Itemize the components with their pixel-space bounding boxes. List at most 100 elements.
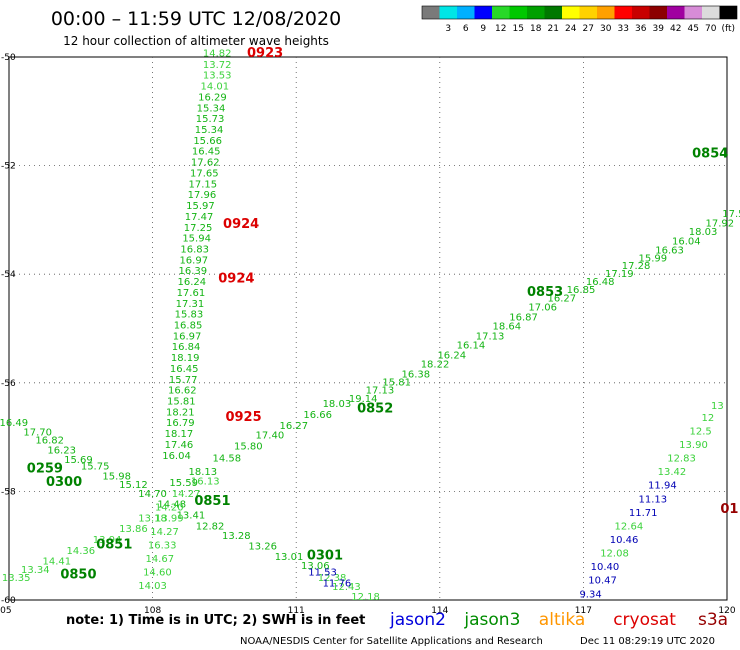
scale-label: 39: [653, 24, 665, 34]
swh-value: 16.04: [162, 451, 191, 462]
scale-swatch: [439, 6, 457, 19]
swh-value: 18.21: [166, 407, 195, 418]
swh-value: 11.94: [648, 481, 677, 492]
swh-value: 15.81: [382, 378, 411, 389]
swh-value: 18.13: [189, 467, 218, 478]
scale-label: 45: [688, 24, 699, 34]
swh-value: 15.75: [81, 462, 110, 473]
swh-value: 16.27: [279, 421, 308, 432]
longitude-tick-label: 111: [288, 606, 305, 616]
swh-value: 15.81: [167, 397, 196, 408]
scale-label: 33: [618, 24, 629, 34]
swh-value: 16.87: [509, 312, 538, 323]
swh-value: 15.80: [234, 442, 263, 453]
scale-label: (ft): [721, 24, 735, 34]
swh-value: 16.33: [148, 540, 177, 551]
satellite-track: 12.64: [615, 521, 644, 532]
satellite-legend-entry: jason2: [389, 610, 446, 630]
map-grid: [9, 57, 727, 600]
swh-value: 13.72: [203, 60, 232, 71]
swh-value: 10.47: [588, 576, 617, 587]
swh-value: 15.99: [638, 254, 667, 265]
latitude-tick-label: -52: [1, 162, 16, 172]
satellite-legend-entry: jason3: [463, 610, 520, 630]
swh-value: 19.14: [349, 394, 378, 405]
scale-swatch: [632, 6, 650, 19]
swh-value: 17.19: [605, 269, 634, 280]
scale-swatch: [474, 6, 492, 19]
scale-label: 36: [635, 24, 647, 34]
swh-value: 13.18: [138, 513, 167, 524]
swh-value: 16.63: [655, 246, 684, 257]
swh-value: 13.94: [93, 535, 122, 546]
swh-value: 14.27: [150, 527, 179, 538]
swh-value: 12.08: [600, 549, 629, 560]
scale-label: 18: [530, 24, 542, 34]
scale-label: 42: [670, 24, 681, 34]
pass-time-label: 0924: [223, 217, 259, 232]
pass-time-labels-layer: 0923092409240925025903000851085108500301…: [27, 46, 739, 582]
swh-value: 17.46: [165, 440, 194, 451]
swh-value: 13.53: [203, 71, 232, 82]
swh-value: 17.62: [191, 158, 220, 169]
latitude-tick-label: -50: [1, 53, 16, 63]
scale-swatch: [492, 6, 510, 19]
scale-label: 9: [480, 24, 486, 34]
swh-value: 14.27: [172, 489, 201, 500]
swh-value: 15.66: [193, 136, 222, 147]
swh-value: 10.40: [591, 562, 620, 573]
swh-value: 18.03: [689, 227, 718, 238]
satellite-track: 11.94 11.13 11.71: [629, 481, 677, 519]
scale-swatch: [579, 6, 597, 19]
pass-time-label: 0852: [357, 402, 393, 417]
scale-label: 30: [600, 24, 612, 34]
swh-value: 17.65: [190, 168, 219, 179]
pass-time-label: 0853: [527, 285, 563, 300]
swh-value: 14.70: [138, 489, 167, 500]
swh-value: 17.96: [188, 190, 217, 201]
pass-time-label: 0300: [46, 475, 82, 490]
satellite-track: 13.3513.3414.4114.3613.9413.8613.1814.20…: [2, 476, 220, 584]
swh-value: 14.48: [157, 500, 186, 511]
swh-value: 16.79: [166, 418, 195, 429]
scale-swatch: [614, 6, 632, 19]
scale-swatch: [702, 6, 720, 19]
swh-value: 13.86: [119, 524, 148, 535]
swh-value: 16.14: [457, 341, 486, 352]
swh-value: 16.24: [437, 350, 466, 361]
swh-value: 15.83: [175, 310, 204, 321]
scale-swatch: [422, 6, 440, 19]
swh-value: 12.83: [667, 454, 696, 465]
swh-value: 15.34: [197, 103, 226, 114]
swh-value: 13.99: [155, 513, 184, 524]
swh-value: 17.47: [185, 212, 214, 223]
swh-value: 18.19: [171, 353, 200, 364]
satellite-track: 13.99 14.27 16.33 14.67 14.60 14.03: [138, 513, 183, 592]
scale-label: 6: [463, 24, 469, 34]
swh-value: 16.49: [0, 418, 28, 429]
swh-value: 12: [701, 413, 714, 424]
swh-value: 12.38: [318, 573, 347, 584]
swh-value: 17.61: [177, 288, 206, 299]
pass-time-label: 0854: [692, 146, 728, 161]
pass-time-label: 01: [720, 502, 738, 517]
swh-value: 14.20: [155, 502, 184, 513]
pass-time-label: 0923: [247, 46, 283, 61]
swh-value: 13.41: [177, 511, 206, 522]
swh-value: 15.69: [64, 455, 93, 466]
satellite-track: 15.5918.1314.5815.8017.4016.2716.6618.03…: [169, 200, 740, 489]
scale-swatch: [457, 6, 475, 19]
color-scale-legend: 3 6 9 12 15 18 21 24 27 30 33 36 39 42 45 70 (ft): [421, 5, 738, 34]
swh-values-layer: 14.8213.7213.5314.0116.2915.3415.7315.34…: [0, 48, 740, 603]
longitude-tick-label: 105: [0, 606, 12, 616]
scale-label: 12: [495, 24, 506, 34]
swh-value: 9.34: [579, 589, 601, 600]
satellite-track: 10.40 10.47 9.34: [579, 562, 619, 600]
swh-value: 12.43: [332, 582, 361, 593]
swh-value: 16.97: [173, 331, 202, 342]
swh-value: 13.42: [658, 467, 687, 478]
scale-swatch: [562, 6, 580, 19]
